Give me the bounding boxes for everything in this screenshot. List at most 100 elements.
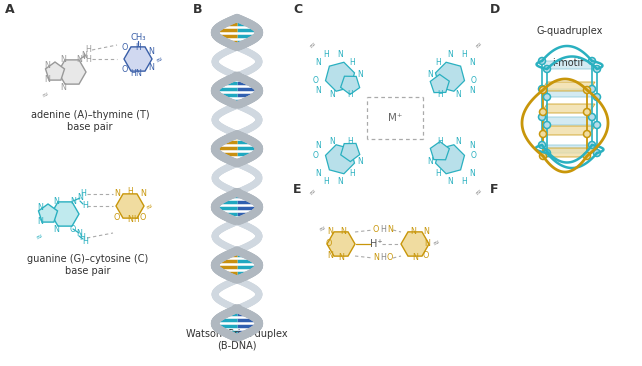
Circle shape	[544, 122, 550, 128]
Polygon shape	[430, 142, 449, 160]
Text: N: N	[37, 203, 43, 213]
Text: E: E	[293, 183, 302, 196]
Text: H: H	[85, 45, 91, 55]
Text: H: H	[437, 137, 443, 146]
Circle shape	[539, 153, 546, 160]
Text: N: N	[338, 253, 344, 261]
Text: H: H	[461, 50, 467, 59]
Text: O: O	[313, 76, 319, 85]
Polygon shape	[542, 89, 597, 97]
Text: N: N	[53, 224, 59, 234]
Text: N: N	[373, 254, 379, 262]
Text: N: N	[114, 190, 120, 198]
Text: N: N	[410, 228, 416, 236]
Text: H: H	[349, 58, 355, 67]
Circle shape	[584, 153, 591, 160]
Text: A: A	[5, 3, 15, 16]
Text: N: N	[327, 228, 333, 236]
Text: N: N	[70, 197, 76, 205]
Text: ≈: ≈	[306, 39, 318, 51]
Polygon shape	[401, 232, 429, 256]
Circle shape	[539, 113, 546, 120]
Circle shape	[539, 57, 546, 64]
Text: ≈: ≈	[473, 39, 483, 51]
Text: N: N	[53, 197, 59, 205]
Text: N: N	[455, 90, 461, 99]
Circle shape	[584, 108, 591, 116]
Text: N: N	[427, 157, 433, 166]
Text: N: N	[44, 75, 50, 85]
Text: N: N	[357, 157, 363, 166]
Text: H: H	[347, 137, 353, 146]
Text: M⁺: M⁺	[388, 113, 402, 123]
Polygon shape	[46, 62, 64, 80]
Circle shape	[539, 142, 546, 149]
Text: O: O	[122, 42, 128, 52]
Text: N: N	[44, 61, 50, 71]
Text: O: O	[114, 213, 120, 223]
Text: N: N	[447, 177, 453, 186]
Text: H: H	[437, 90, 443, 99]
Text: N: N	[469, 169, 475, 178]
Text: ≈: ≈	[39, 88, 49, 100]
Text: N: N	[315, 86, 321, 95]
Text: H: H	[461, 177, 467, 186]
Text: ≈: ≈	[306, 186, 318, 197]
Text: H: H	[347, 90, 353, 99]
Text: ≈: ≈	[153, 53, 163, 65]
Circle shape	[584, 86, 591, 93]
Text: N: N	[60, 55, 66, 63]
Text: H: H	[82, 236, 88, 246]
Text: ≈: ≈	[316, 223, 326, 234]
Text: N: N	[337, 177, 343, 186]
Polygon shape	[58, 60, 86, 84]
Text: O: O	[471, 76, 477, 85]
Text: N: N	[76, 228, 82, 238]
Circle shape	[593, 66, 600, 72]
Circle shape	[593, 93, 600, 101]
Polygon shape	[541, 148, 595, 157]
Text: N: N	[315, 169, 321, 178]
Circle shape	[539, 86, 546, 93]
Polygon shape	[325, 62, 354, 91]
Polygon shape	[124, 47, 152, 71]
Text: N: N	[37, 217, 43, 227]
Polygon shape	[541, 104, 595, 113]
Polygon shape	[435, 145, 465, 174]
Text: H: H	[127, 187, 133, 197]
Text: N: N	[455, 137, 461, 146]
Polygon shape	[542, 117, 597, 125]
Text: H: H	[80, 190, 86, 198]
Text: O: O	[313, 151, 319, 160]
Circle shape	[539, 86, 546, 93]
Circle shape	[539, 108, 546, 116]
Text: O: O	[122, 64, 128, 74]
Text: D: D	[490, 3, 500, 16]
Text: O: O	[423, 251, 429, 261]
Circle shape	[589, 142, 596, 149]
Text: O: O	[387, 254, 393, 262]
Circle shape	[539, 131, 546, 138]
Text: C: C	[293, 3, 302, 16]
Text: H: H	[135, 42, 141, 52]
Text: CH₃: CH₃	[130, 34, 146, 42]
Text: N: N	[315, 58, 321, 67]
Text: ≈: ≈	[429, 236, 440, 248]
Text: H: H	[82, 202, 88, 210]
Polygon shape	[435, 62, 465, 91]
Text: H: H	[79, 234, 85, 243]
Text: guanine (G)–cytosine (C)
base pair: guanine (G)–cytosine (C) base pair	[28, 254, 149, 276]
Text: H: H	[323, 177, 329, 186]
Text: O: O	[140, 213, 146, 223]
Text: G-quadruplex: G-quadruplex	[537, 26, 603, 36]
Text: N: N	[135, 68, 141, 78]
Text: H: H	[130, 68, 136, 78]
Circle shape	[589, 57, 596, 64]
Text: Watson–Crick duplex
(B-DNA): Watson–Crick duplex (B-DNA)	[186, 329, 288, 351]
Polygon shape	[542, 145, 597, 153]
Text: N: N	[148, 46, 154, 56]
Text: N: N	[427, 70, 433, 79]
Polygon shape	[325, 145, 354, 174]
Text: H: H	[323, 50, 329, 59]
Circle shape	[593, 122, 600, 128]
